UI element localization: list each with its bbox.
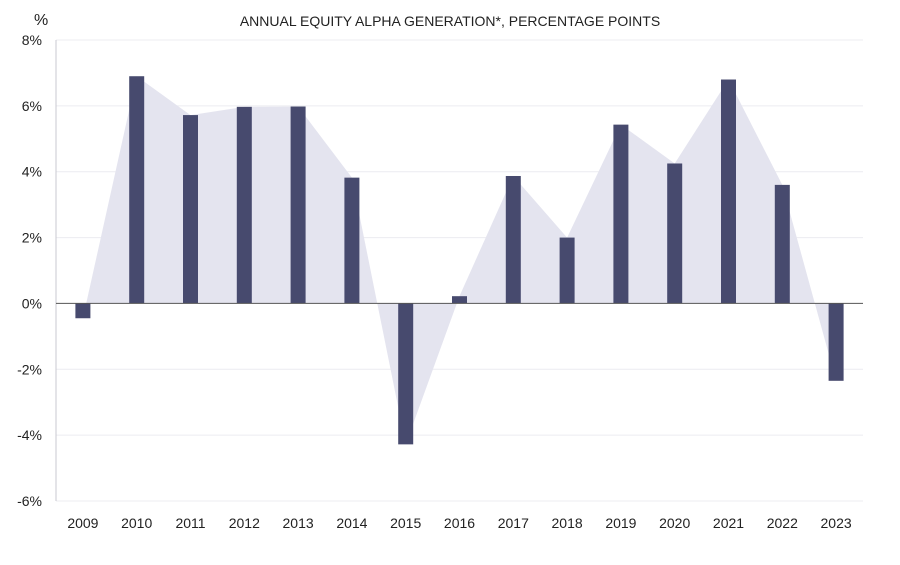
bar-2010: [129, 76, 145, 304]
x-tick-label: 2021: [713, 515, 744, 531]
x-tick-label: 2018: [552, 515, 583, 531]
bar-2009: [75, 303, 91, 319]
x-tick-label: 2012: [229, 515, 260, 531]
y-tick-labels: 8% 6% 4% 2% 0% -2% -4% -6%: [17, 32, 42, 509]
bar-2023: [828, 303, 844, 381]
y-tick-label: -4%: [17, 427, 42, 443]
bar-2016: [452, 296, 467, 304]
y-tick-label: 8%: [22, 32, 42, 48]
x-tick-label: 2011: [175, 515, 205, 531]
x-tick-label: 2010: [121, 515, 152, 531]
axes: [55, 40, 863, 501]
bar-2017: [505, 175, 521, 304]
x-tick-label: 2015: [390, 515, 421, 531]
y-tick-label: -6%: [17, 493, 42, 509]
y-tick-label: 4%: [22, 164, 42, 180]
y-tick-label: 6%: [22, 98, 42, 114]
bar-2019: [613, 124, 629, 304]
y-tick-label: 0%: [22, 295, 42, 311]
bars: [75, 76, 844, 445]
y-axis-unit-label: %: [34, 12, 48, 29]
area-shading: [82, 76, 837, 445]
x-tick-label: 2009: [67, 515, 98, 531]
x-tick-label: 2013: [283, 515, 314, 531]
bar-2018: [559, 237, 575, 304]
bar-2015: [398, 303, 414, 445]
x-tick-label: 2023: [821, 515, 852, 531]
x-tick-label: 2019: [605, 515, 636, 531]
x-tick-label: 2020: [659, 515, 690, 531]
bar-2014: [344, 177, 360, 304]
chart-title: ANNUAL EQUITY ALPHA GENERATION*, PERCENT…: [240, 13, 660, 29]
x-tick-labels: 2009 2010 2011 2012 2013 2014 2015 2016 2017 2018…: [67, 515, 852, 531]
x-tick-label: 2016: [444, 515, 475, 531]
y-tick-label: -2%: [17, 361, 42, 377]
bar-2021: [721, 79, 736, 304]
y-tick-label: 2%: [22, 230, 42, 246]
bar-2020: [667, 163, 683, 304]
x-tick-label: 2017: [498, 515, 529, 531]
x-tick-label: 2022: [767, 515, 798, 531]
x-tick-label: 2014: [336, 515, 367, 531]
bar-2013: [290, 106, 306, 304]
area-shape: [82, 76, 837, 445]
bar-2011: [183, 115, 198, 304]
bar-2012: [236, 106, 252, 304]
bar-2022: [774, 184, 790, 304]
